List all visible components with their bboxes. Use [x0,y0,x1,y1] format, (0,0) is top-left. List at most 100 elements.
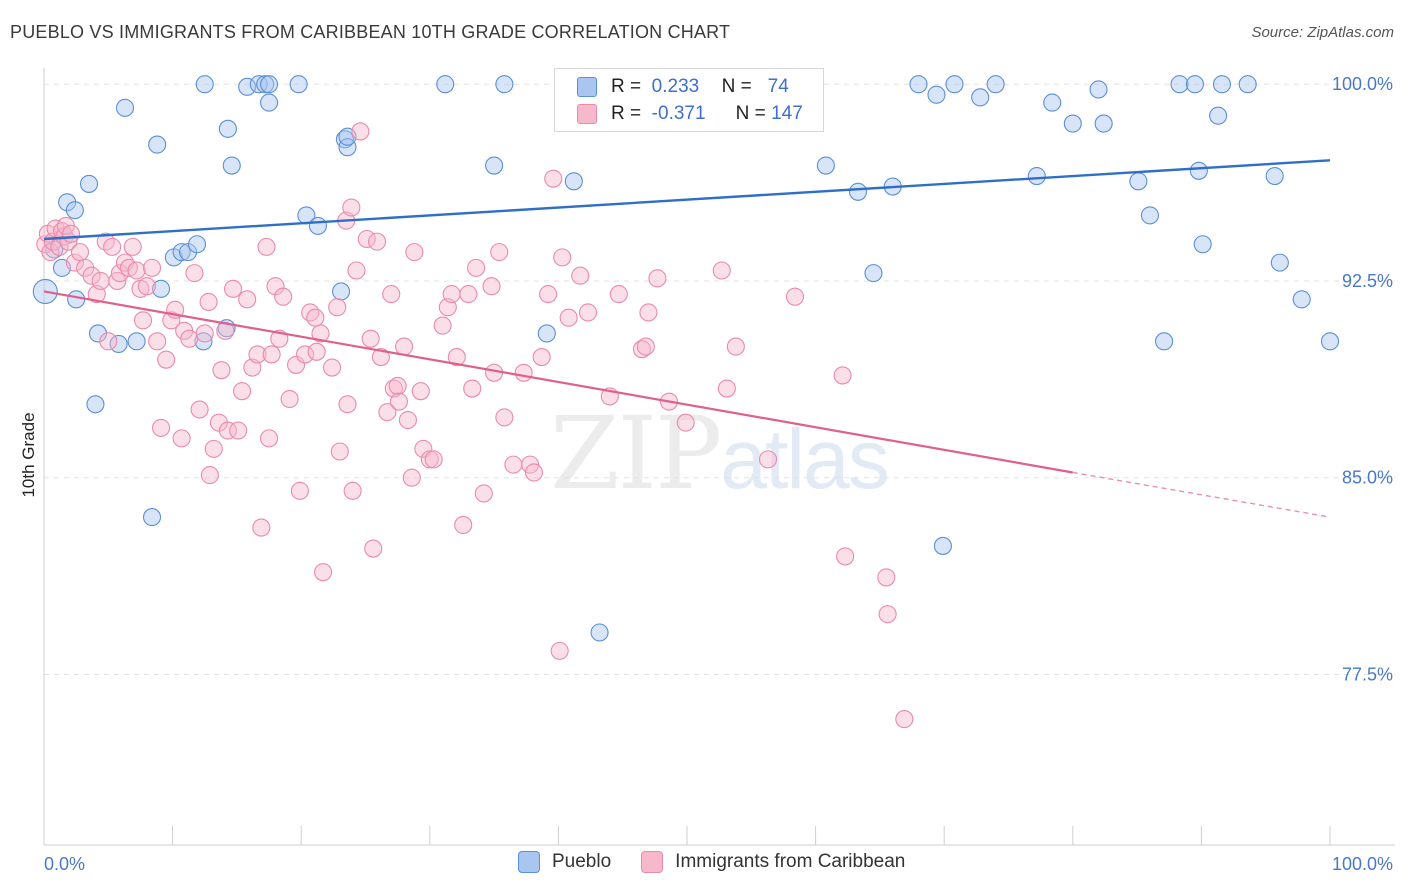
data-point [357,229,376,249]
data-point [1185,75,1205,94]
data-point [382,285,401,304]
data-point [287,355,306,374]
data-point [127,332,146,351]
data-point [933,536,952,555]
data-point [758,450,778,469]
source-label: Source: ZipAtlas.com [1251,24,1394,41]
legend-swatch-pueblo [518,851,540,873]
x-tick-label: 100.0% [1332,854,1393,874]
data-point [490,243,509,262]
data-point [447,348,466,367]
data-point [342,198,361,217]
data-point [816,156,835,175]
data-point [717,379,736,398]
data-point [482,277,501,296]
data-point [495,408,514,427]
legend-n-label: N = [735,103,766,124]
data-point [1238,75,1257,94]
watermark-zip: ZIP [550,395,722,512]
data-point [864,264,883,283]
data-point [296,345,315,364]
y-tick-label: 85.0% [1342,468,1393,488]
data-point [187,235,207,254]
data-point [459,285,478,304]
data-point [495,75,514,94]
data-point [436,75,455,94]
data-point [280,389,299,409]
legend-swatch-caribbean [641,851,664,873]
data-point [544,169,563,188]
data-point [1094,114,1113,133]
data-point [274,287,293,306]
data-point [343,481,362,500]
data-point [238,77,257,96]
data-point [212,361,231,380]
data-point [553,248,572,267]
data-point [311,324,330,343]
data-point [364,539,383,558]
y-tick-label: 92.5% [1342,271,1393,291]
data-point [504,455,523,474]
data-point [306,308,325,327]
data-point [389,392,408,411]
data-point [1043,93,1062,112]
data-point [142,258,162,277]
data-point [223,279,243,298]
data-point [485,156,504,175]
data-point [222,156,241,175]
data-point [442,285,461,304]
data-point [474,484,493,503]
data-point [301,303,320,322]
data-point [395,337,414,356]
data-point [82,266,101,285]
data-point [877,568,896,587]
data-point [1292,290,1311,309]
data-point [1189,161,1208,180]
data-point [127,261,146,280]
data-point [328,298,347,317]
data-point [338,138,357,157]
data-point [636,337,655,356]
axes [43,68,1395,846]
data-point [109,334,128,353]
data-point [67,290,86,309]
data-point [433,316,452,335]
data-point [99,332,118,351]
data-point [986,75,1005,94]
data-point [524,463,544,482]
y-tick-label: 100.0% [1332,74,1393,94]
data-point [308,216,327,235]
y-axis-title: 10th Grade [19,412,38,497]
legend-swatch-caribbean [577,104,597,124]
chart-title: PUEBLO VS IMMIGRANTS FROM CARIBBEAN 10TH… [10,22,731,42]
data-point [332,282,351,301]
data-point [405,243,424,262]
data-point [371,348,390,367]
data-point [137,277,156,296]
series-legend: Pueblo Immigrants from Caribbean [518,851,905,873]
data-point [971,88,990,107]
legend-n-value: 147 [771,103,803,124]
data-point [785,287,805,306]
data-point [537,324,556,343]
data-point [162,311,181,330]
data-point [424,450,443,469]
data-point [172,429,191,448]
data-point [248,345,267,364]
legend-r-label: R = [611,76,642,97]
data-point [180,329,199,348]
data-point [1027,167,1046,186]
data-point [314,563,333,582]
data-point [200,466,219,485]
series-caribbean-points [36,75,914,729]
data-point [257,237,276,256]
data-point [1320,332,1340,351]
trend-line-caribbean-extrapolated [1072,471,1331,518]
data-point [1265,167,1284,186]
data-point [836,547,855,566]
data-point [262,345,281,364]
data-point [609,285,628,304]
data-point [338,395,357,414]
data-point [398,410,417,430]
